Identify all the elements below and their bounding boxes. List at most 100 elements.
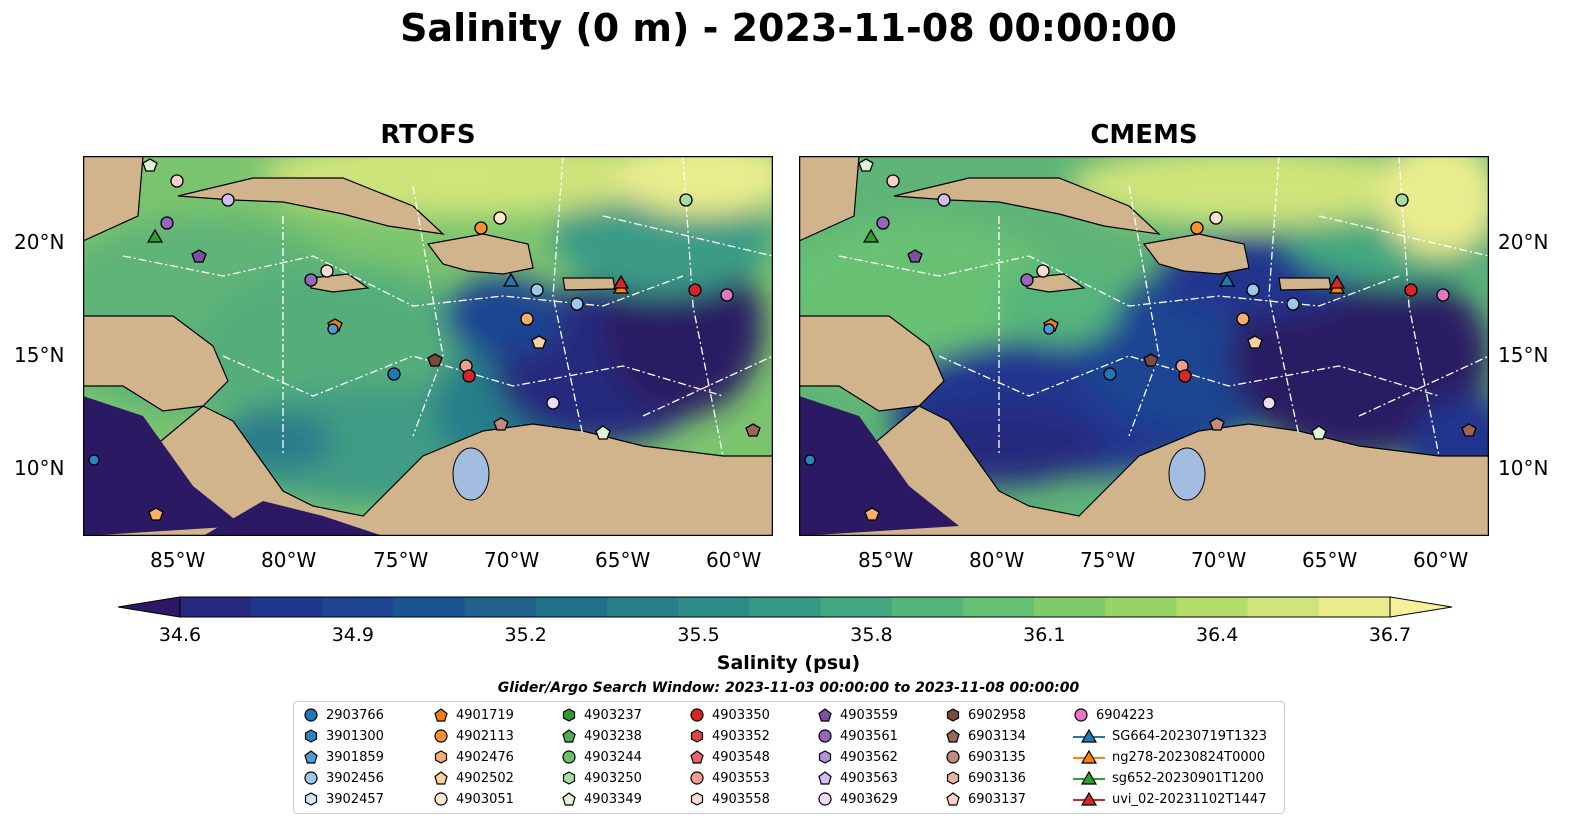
colorbar-segment [393,597,466,617]
legend-item: 4903559 [816,705,898,725]
hexagon-marker-icon [946,771,960,785]
rtofs-map[interactable] [83,156,773,536]
cmems-map-canvas [799,156,1489,536]
colorbar-tick-label: 36.7 [1368,624,1412,646]
colorbar-outline [179,596,1391,618]
colorbar-segment [535,597,608,617]
hispaniola-landmass [1142,233,1250,275]
hexagon-marker-icon [304,729,318,743]
legend-item: 4903558 [688,789,770,809]
colorbar-segment [1105,597,1178,617]
hexagon-marker-icon [304,792,318,806]
colorbar-segment [749,597,822,617]
circle-marker-icon [434,792,448,806]
legend-item: 4903244 [560,747,642,767]
pentagon-marker-icon [818,771,832,785]
legend-label: 6904223 [1096,707,1154,723]
legend-label: 6903134 [968,728,1026,744]
legend-label: 4903349 [584,791,642,807]
x-tick-label: 65°W [595,548,651,572]
legend-label: 4903244 [584,749,642,765]
legend-item: ng278-20230824T0000 [1072,747,1265,767]
legend-item: 3901859 [302,747,384,767]
legend-item: 4901719 [432,705,514,725]
circle-marker-icon [1074,708,1088,722]
legend-item: 4903051 [432,789,514,809]
legend-label: 6903137 [968,791,1026,807]
legend-label: SG664-20230719T1323 [1112,728,1268,744]
legend-item: 3901300 [302,726,384,746]
yucatan-landmass [83,156,144,242]
colorbar-segment [962,597,1035,617]
hexagon-marker-icon [562,771,576,785]
legend-item: 6903134 [944,726,1026,746]
colorbar-tick-label: 34.6 [158,624,202,646]
legend-item: 4903563 [816,768,898,788]
x-tick-label: 60°W [1413,548,1469,572]
pentagon-marker-icon [562,792,576,806]
legend-item: 4903352 [688,726,770,746]
x-tick-label: 60°W [706,548,762,572]
legend-item: 6903136 [944,768,1026,788]
triangle-line-marker-icon [1073,728,1105,743]
pacific-ocean [83,396,243,536]
triangle-line-marker-icon [1073,749,1105,764]
colorbar-segment [1176,597,1249,617]
x-tick-label: 70°W [1191,548,1247,572]
hispaniola-landmass [426,233,534,275]
legend-item: sg652-20230901T1200 [1072,768,1264,788]
yucatan-landmass [799,156,860,242]
legend-label: 4903051 [456,791,514,807]
legend-item: 3902457 [302,789,384,809]
colorbar-title: Salinity (psu) [716,652,861,674]
cuba-landmass [893,177,1161,235]
pentagon-marker-icon [434,708,448,722]
x-tick-label: 65°W [1302,548,1358,572]
legend-item: 4903250 [560,768,642,788]
colorbar-segment [820,597,893,617]
circle-marker-icon [690,708,704,722]
circle-marker-icon [562,750,576,764]
pacific-ocean-south [203,501,383,536]
x-tick-label: 75°W [373,548,429,572]
y-tick-label: 15°N [14,343,65,367]
legend-item: 6903137 [944,789,1026,809]
legend-label: 4903629 [840,791,898,807]
colorbar-tick-label: 36.1 [1023,624,1066,646]
hexagon-marker-icon [690,792,704,806]
y-tick-label: 10°N [1498,456,1549,480]
legend-label: 4903238 [584,728,642,744]
legend-item: 4902113 [432,726,514,746]
legend-item: uvi_02-20231102T1447 [1072,789,1266,809]
cmems-map[interactable] [799,156,1489,536]
colorbar-tick-label: 36.4 [1195,624,1239,646]
legend-item: 4903553 [688,768,770,788]
legend-label: 4903350 [712,707,770,723]
legend-item: 3902456 [302,768,384,788]
pentagon-marker-icon [946,729,960,743]
colorbar-low-extension [118,596,181,618]
legend-item: 4903548 [688,747,770,767]
hexagon-marker-icon [690,729,704,743]
circle-marker-icon [304,708,318,722]
circle-marker-icon [946,750,960,764]
legend-label: ng278-20230824T0000 [1112,749,1266,765]
pentagon-marker-icon [946,792,960,806]
circle-marker-icon [818,729,832,743]
legend-item: 2903766 [302,705,384,725]
legend-item: 4902476 [432,747,514,767]
legend-label: 4903561 [840,728,898,744]
legend-label: 4901719 [456,707,514,723]
colorbar-segments [180,597,1391,617]
colorbar-segment [1318,597,1391,617]
x-tick-label: 70°W [484,548,540,572]
x-tick-label: 80°W [261,548,317,572]
y-tick-label: 15°N [1498,343,1549,367]
panel-title-rtofs: RTOFS [380,120,476,150]
colorbar-segment [891,597,964,617]
colorbar-segment [678,597,751,617]
x-tick-label: 85°W [150,548,206,572]
map-border [83,156,773,536]
float-markers [88,158,761,521]
pentagon-marker-icon [434,771,448,785]
